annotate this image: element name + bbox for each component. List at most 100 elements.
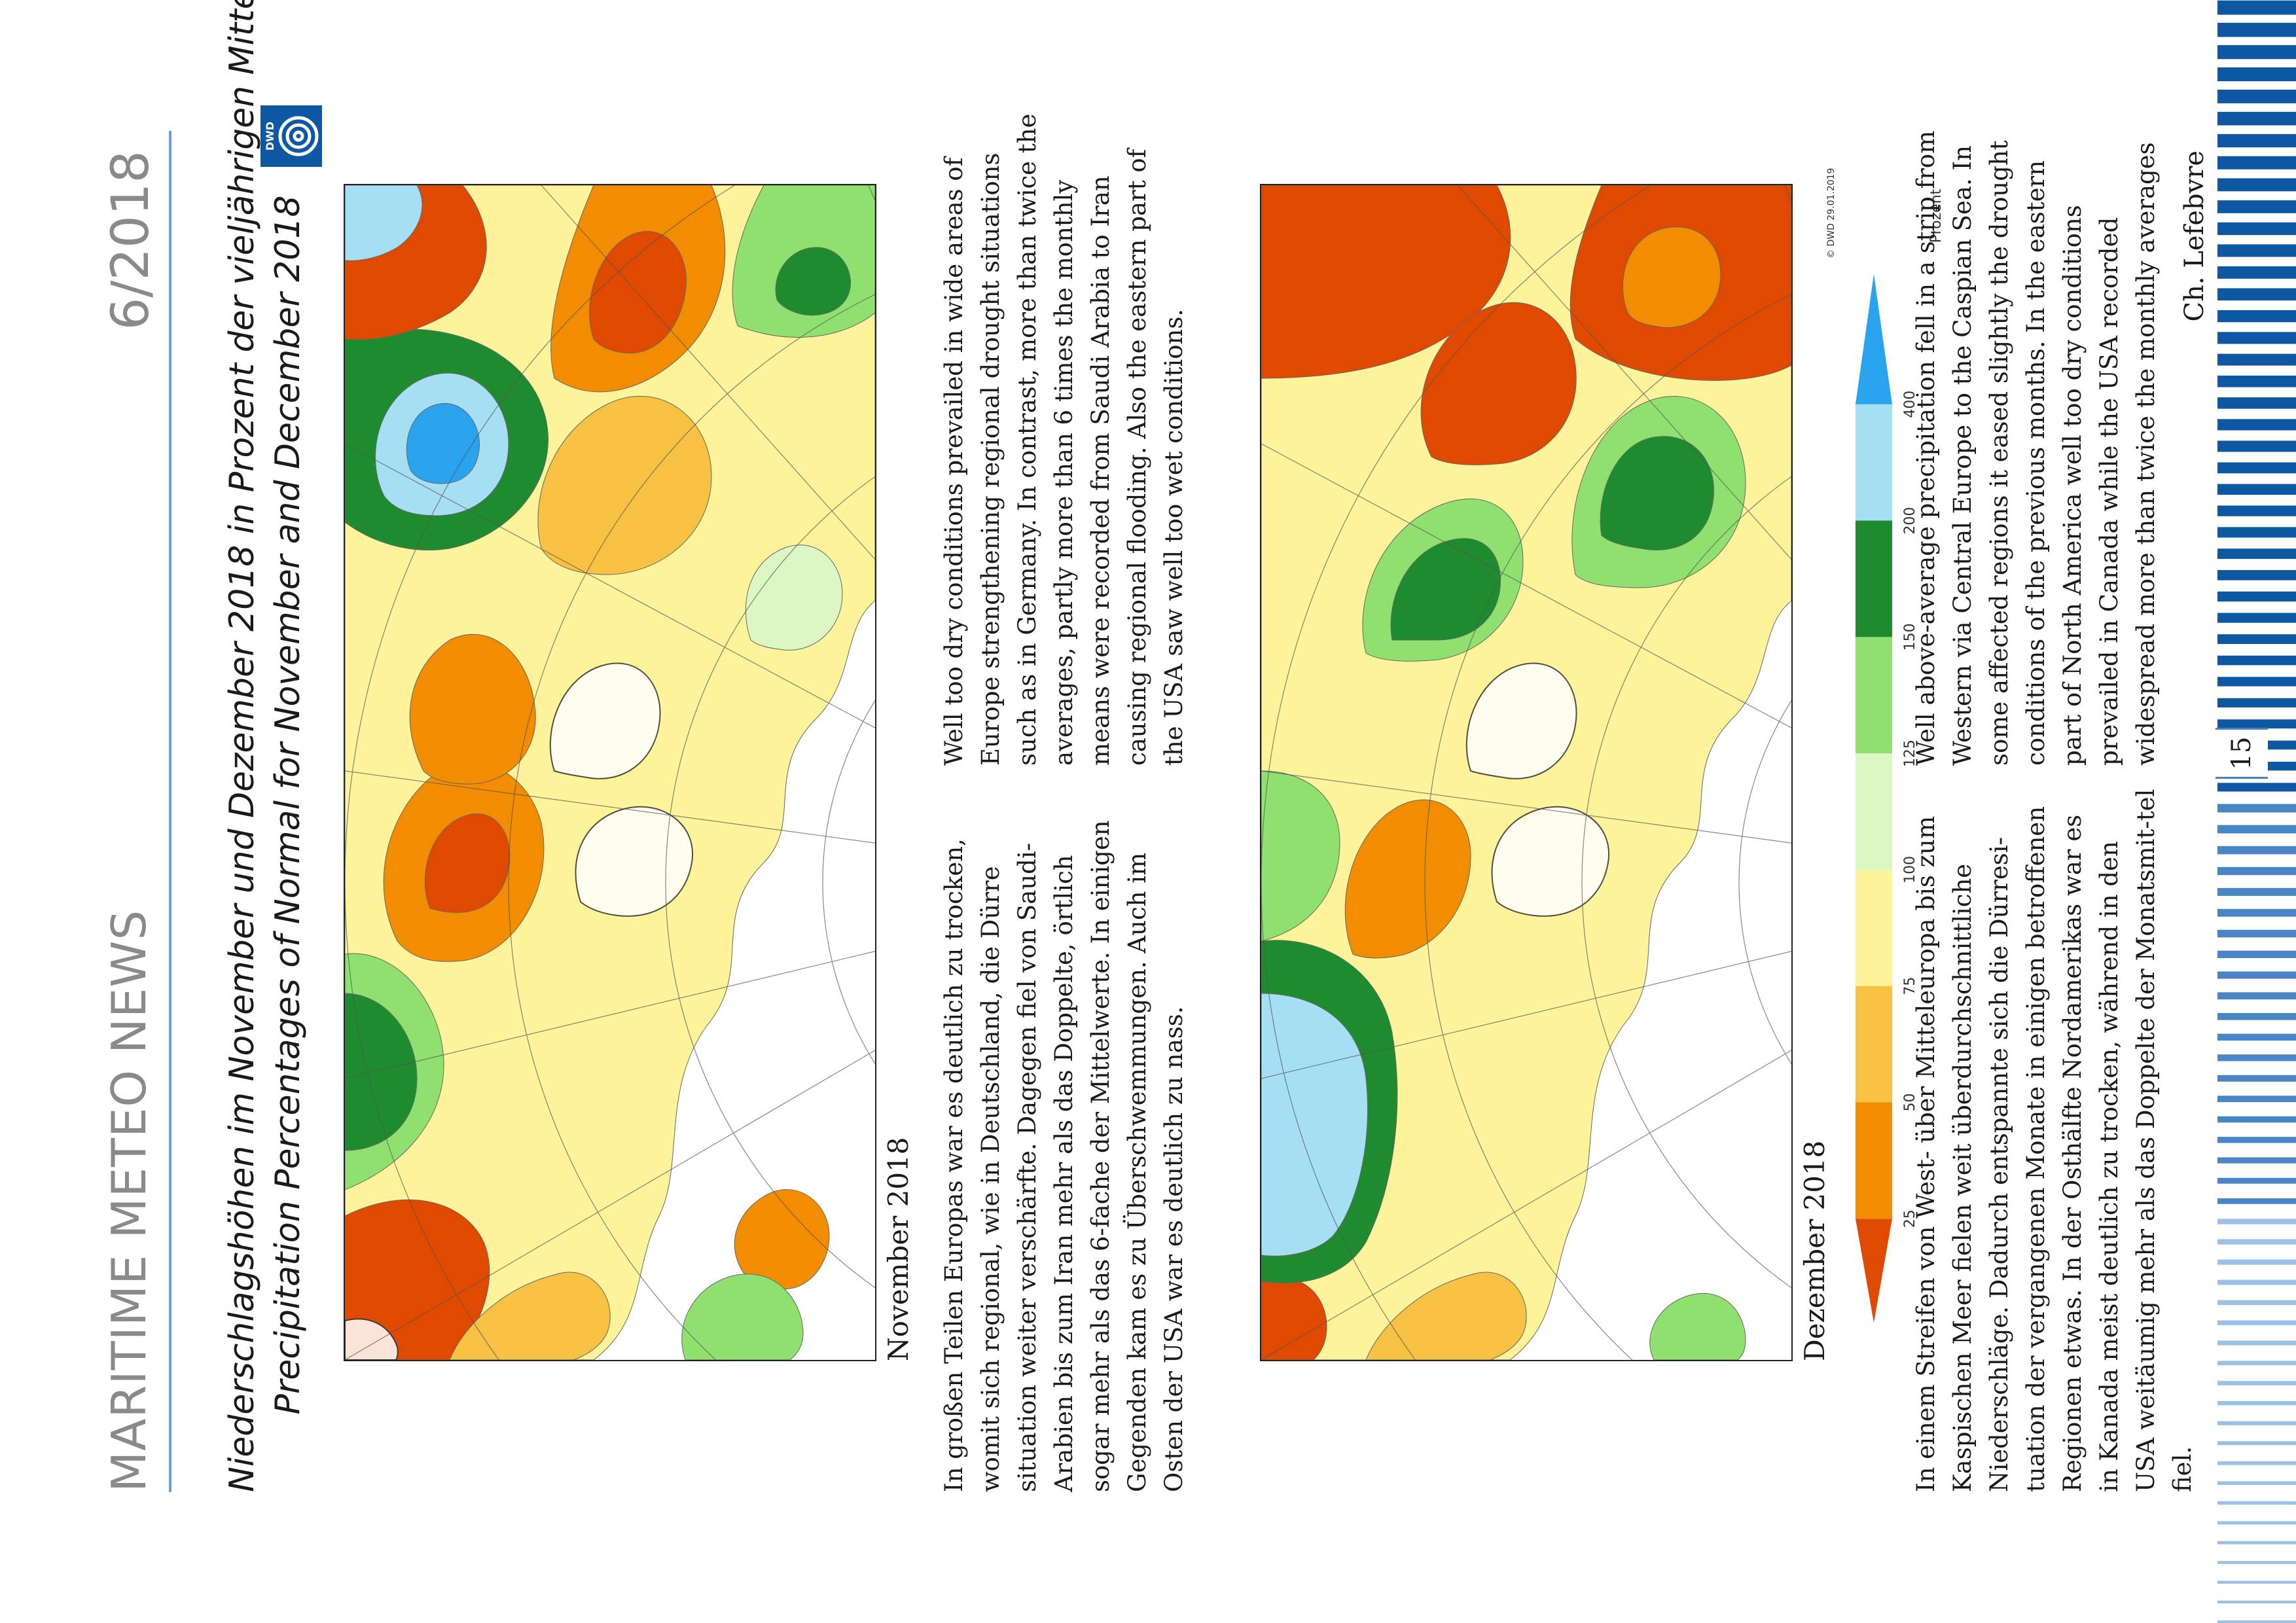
legend-swatch — [1856, 637, 1892, 754]
footer-stripe — [2217, 804, 2296, 813]
footer-stripe — [2217, 950, 2296, 959]
map-november-land — [345, 662, 694, 1360]
legend-swatch — [1856, 869, 1892, 986]
footer-stripe — [2217, 67, 2296, 82]
dwd-logo: DWD — [260, 105, 322, 167]
footer-stripe — [2217, 971, 2296, 979]
footer-stripe — [2217, 310, 2296, 323]
legend-swatch — [1856, 986, 1892, 1103]
footer-stripe — [2217, 1320, 2296, 1325]
legend-tick-label: 125 — [1902, 740, 1918, 767]
footer-stripe — [2217, 266, 2296, 279]
footer-stripe — [2217, 440, 2296, 452]
footer-stripe — [2217, 655, 2296, 666]
footer-stripe — [2217, 1075, 2296, 1082]
legend-tick-label: 50 — [1902, 1093, 1918, 1111]
footer-stripe — [2217, 375, 2296, 387]
legend-scale: Prozent 25 50 75 100 125 150 200 400 — [1856, 188, 1945, 1323]
footer-stripe — [2217, 45, 2296, 60]
footer-stripe — [2217, 1600, 2296, 1603]
footer-stripe — [2217, 1361, 2296, 1366]
footer-stripe — [2217, 783, 2296, 792]
footer-stripe-bar — [2217, 0, 2296, 1623]
map-december-graticule — [1261, 185, 1791, 1360]
footer-stripe — [2217, 1157, 2296, 1164]
footer-stripe — [2217, 825, 2296, 834]
legend-unit: Prozent — [1928, 188, 1945, 243]
footer-stripe — [2217, 1259, 2296, 1265]
footer-stripe — [2217, 1300, 2296, 1306]
precipitation-map-december — [1260, 184, 1793, 1361]
footer-stripes — [2217, 0, 2296, 1623]
footer-stripe — [2217, 156, 2296, 169]
footer-stripe — [2217, 111, 2296, 126]
footer-stripe — [2217, 244, 2296, 257]
footer-stripe — [2217, 527, 2296, 538]
precipitation-legend: Prozent 25 50 75 100 125 150 200 400 — [1836, 187, 1967, 1361]
footer-stripe — [2217, 1521, 2296, 1525]
legend-tick-label: 75 — [1902, 977, 1918, 995]
map-november-fields — [345, 185, 875, 1360]
footer-stripe — [2217, 1012, 2296, 1020]
header-divider — [169, 131, 171, 1492]
footer-stripe — [2217, 929, 2296, 938]
legend-swatch — [1856, 1219, 1892, 1323]
november-text-german: In großen Teilen Europas war es deutlich… — [940, 820, 1188, 1492]
legend-tick-label: 100 — [1902, 856, 1918, 883]
footer-stripe — [2217, 1054, 2296, 1061]
footer-stripe — [2217, 1421, 2296, 1425]
footer-stripe — [2217, 1501, 2296, 1505]
footer-stripe — [2217, 908, 2296, 917]
legend-tick-label: 150 — [1902, 623, 1918, 651]
footer-stripe — [2217, 1481, 2296, 1485]
footer-stripe — [2217, 222, 2296, 236]
legend-swatch — [1856, 274, 1892, 404]
footer-stripe — [2217, 719, 2296, 729]
footer-stripe — [2217, 992, 2296, 1000]
footer-stripe — [2217, 613, 2296, 623]
footer-stripe — [2217, 1096, 2296, 1103]
footer-stripe — [2217, 846, 2296, 855]
magazine-title: MARITIME METEO NEWS — [101, 909, 156, 1492]
legend-tick-label: 25 — [1902, 1209, 1918, 1228]
footer-stripe — [2217, 419, 2296, 431]
november-text-english: Well too dry conditions prevailed in wid… — [940, 113, 1188, 766]
dwd-logo-text: DWD — [264, 122, 276, 151]
title-german: Niederschlagshöhen im November und Dezem… — [223, 0, 262, 1492]
legend-swatch — [1856, 753, 1892, 870]
map-caption-december: Dezember 2018 — [1799, 1140, 1831, 1361]
footer-stripe — [2217, 698, 2296, 707]
footer-stripe — [2217, 1400, 2296, 1406]
footer-stripe — [2217, 1177, 2296, 1184]
footer-stripe — [2217, 89, 2296, 103]
footer-stripe — [2217, 332, 2296, 344]
footer-stripe — [2217, 1340, 2296, 1346]
footer-stripe — [2217, 1541, 2296, 1544]
footer-stripe — [2217, 1441, 2296, 1446]
footer-stripe — [2217, 1116, 2296, 1123]
december-text-german: In einem Streifen von West- über Mittele… — [1912, 789, 2197, 1492]
footer-stripe — [2217, 1198, 2296, 1204]
author: Ch. Lefebvre — [2179, 151, 2210, 322]
footer-stripe — [2217, 866, 2296, 876]
footer-stripe — [2217, 178, 2296, 192]
legend-tick-label: 200 — [1902, 507, 1918, 535]
map-december-canvas — [1261, 185, 1791, 1360]
footer-stripe — [2217, 1033, 2296, 1041]
map-copyright: © DWD 29.01.2019 — [1826, 168, 1837, 259]
footer-stripe — [2217, 591, 2296, 602]
footer-stripe — [2217, 1219, 2296, 1224]
footer-stripe — [2217, 22, 2296, 37]
dwd-spiral-icon — [278, 116, 319, 156]
footer-stripe — [2217, 200, 2296, 213]
footer-stripe — [2217, 1580, 2296, 1584]
legend-swatch — [1856, 404, 1892, 521]
footer-stripe — [2217, 1279, 2296, 1285]
december-text-english: Well above-average precipitation fell in… — [1912, 130, 2160, 766]
footer-stripe — [2217, 677, 2296, 687]
title-english: Precipitation Percentages of Normal for … — [268, 195, 308, 1415]
legend-swatch — [1856, 520, 1892, 637]
footer-stripe — [2217, 548, 2296, 560]
page-title: Niederschlagshöhen im November und Dezem… — [219, 0, 311, 1492]
